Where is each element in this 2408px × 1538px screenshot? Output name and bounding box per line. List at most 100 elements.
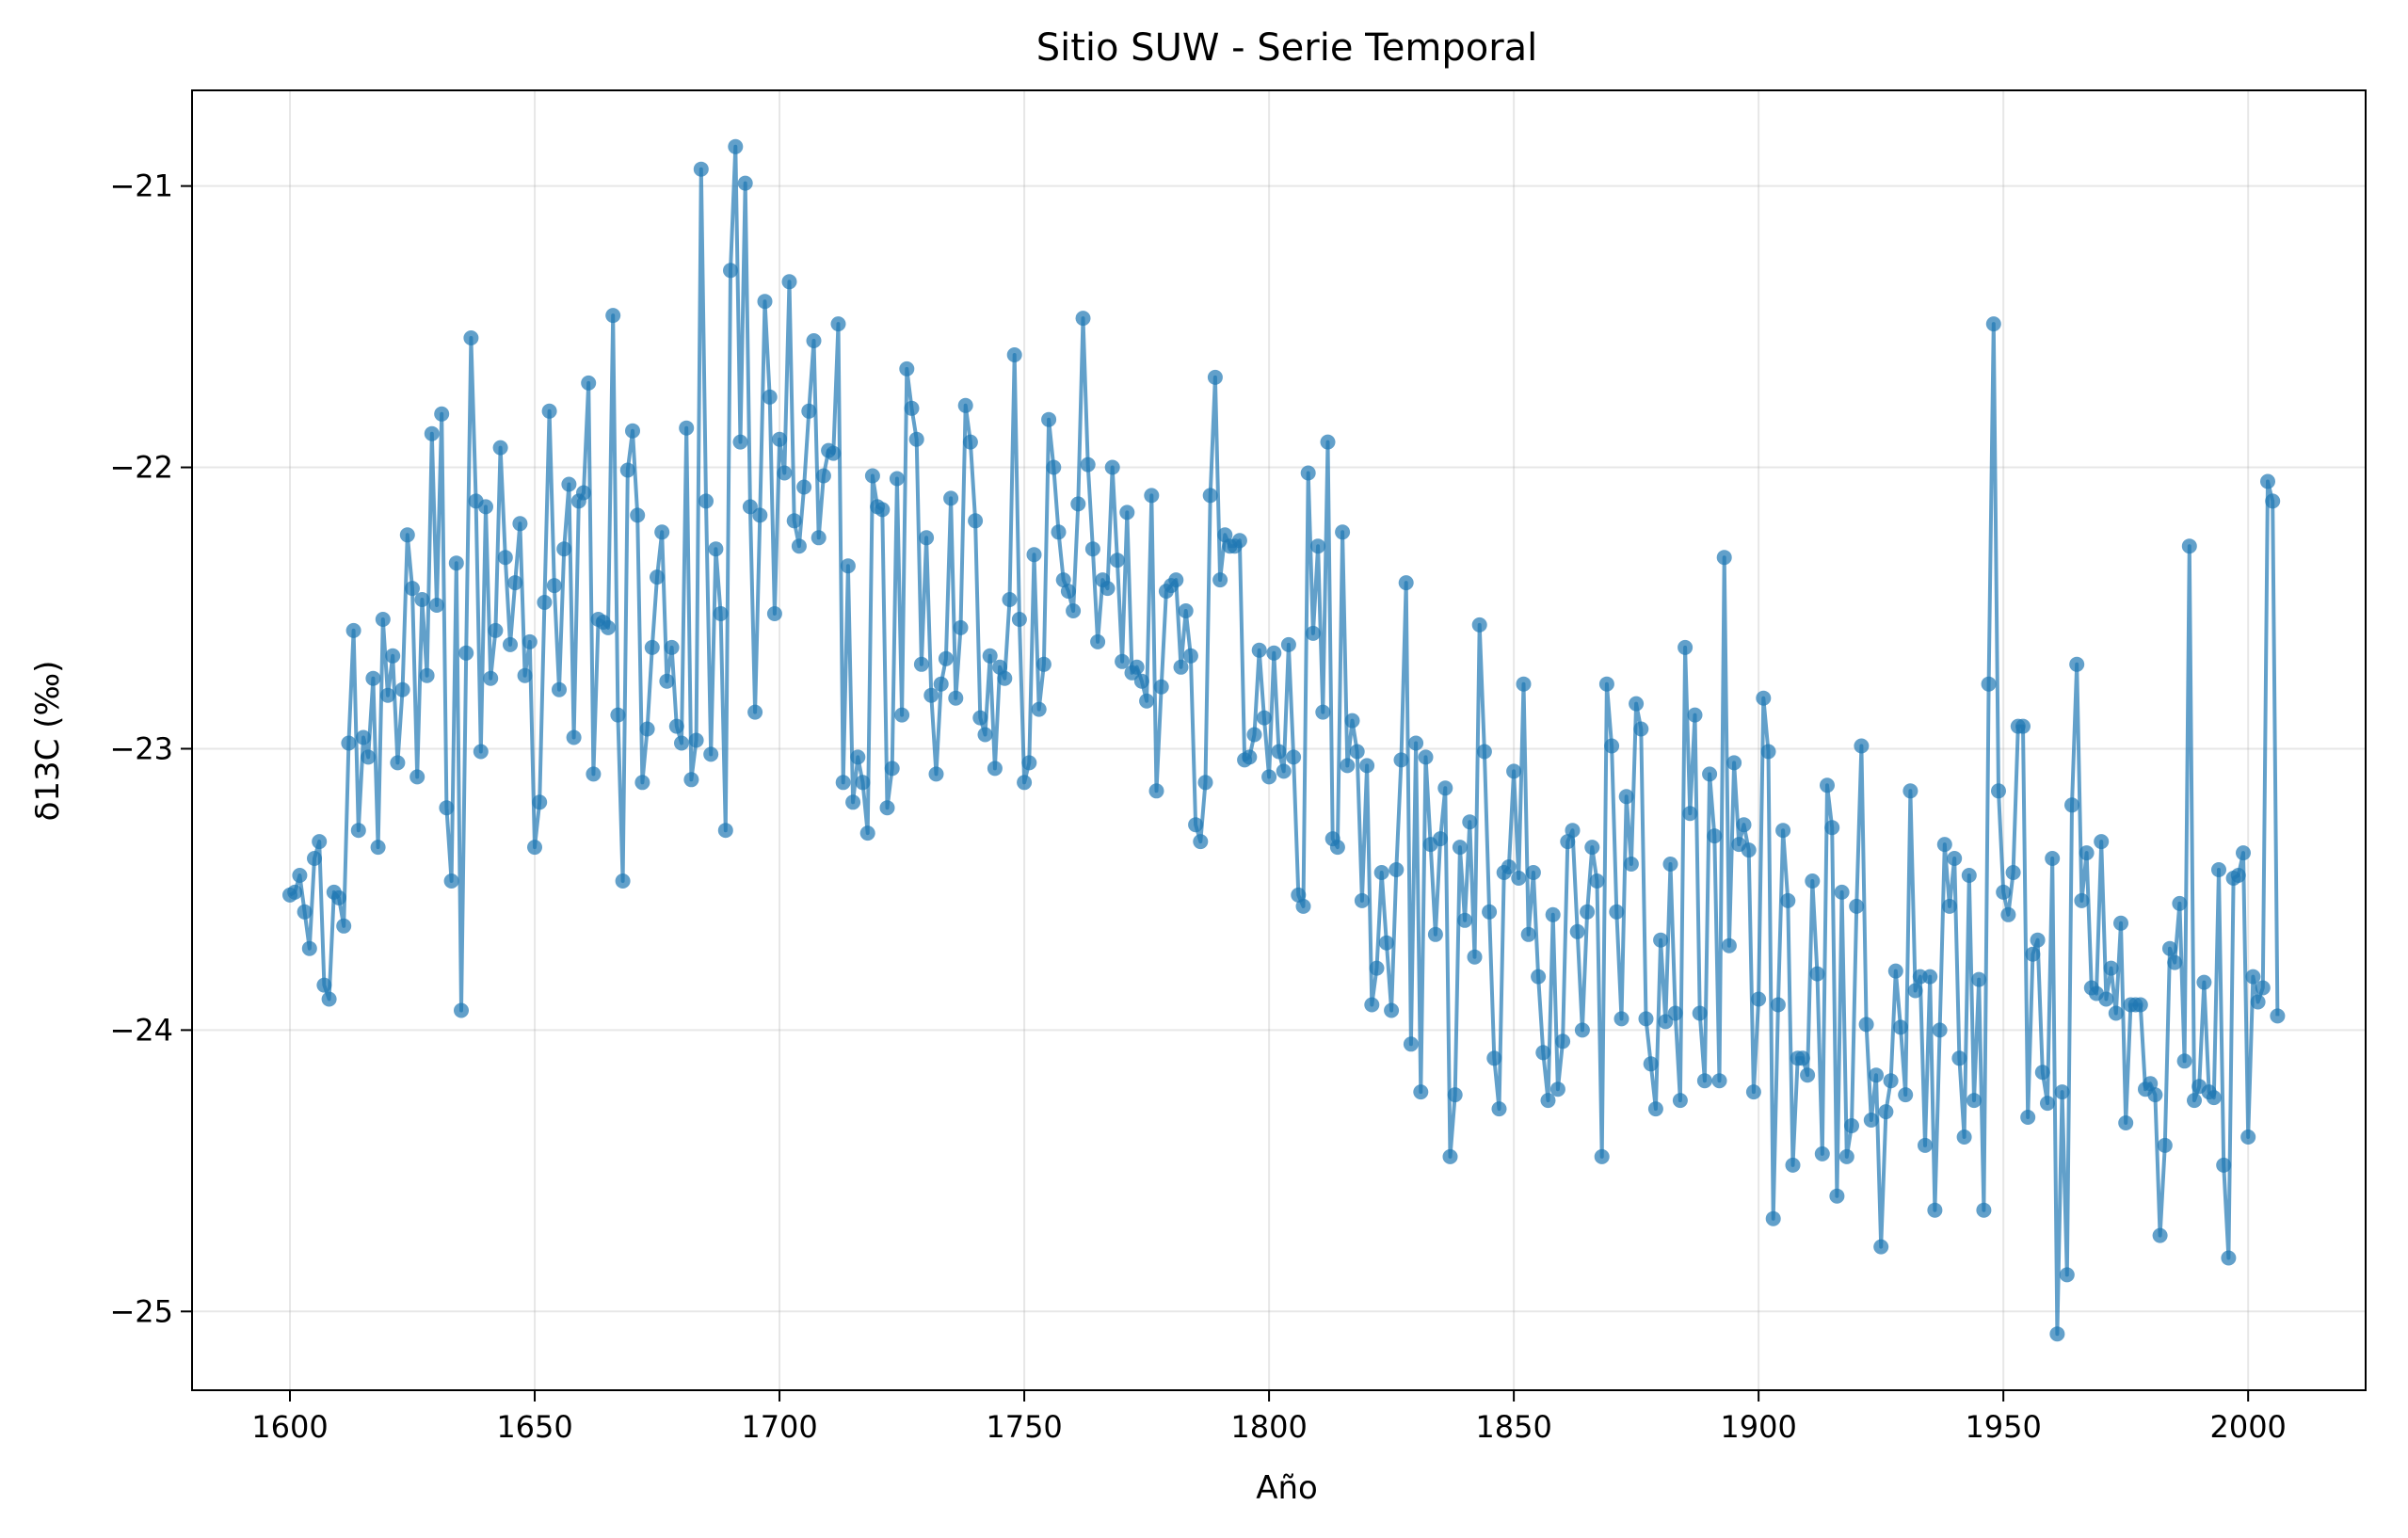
data-point [2045, 851, 2061, 866]
data-point [370, 840, 386, 856]
data-point [1021, 755, 1037, 771]
data-point [664, 639, 680, 655]
data-point [419, 667, 435, 683]
data-point [1653, 932, 1669, 948]
data-point [2118, 1115, 2134, 1130]
x-tick-label: 1950 [1965, 1409, 2041, 1445]
data-point [1084, 541, 1100, 557]
data-point [615, 873, 631, 889]
data-point [1344, 713, 1360, 729]
data-point [503, 636, 518, 652]
data-point [488, 622, 504, 638]
data-point [1936, 837, 1952, 853]
data-point [1922, 969, 1938, 985]
data-point [1883, 1073, 1899, 1089]
y-tick-label: −24 [109, 1012, 173, 1048]
data-point [708, 541, 724, 557]
data-point [1604, 738, 1620, 754]
data-point [478, 499, 493, 515]
data-point [409, 769, 425, 785]
data-point [1672, 1093, 1688, 1109]
data-point [1751, 991, 1767, 1007]
data-point [2000, 906, 2016, 922]
data-point [674, 735, 689, 751]
data-point [463, 330, 479, 345]
data-point [923, 687, 939, 703]
data-point [762, 389, 778, 405]
data-point [605, 308, 621, 324]
data-point [1471, 617, 1487, 633]
data-point [639, 721, 655, 737]
data-point [1971, 971, 1987, 987]
x-tick-label: 1650 [496, 1409, 572, 1445]
data-point [1129, 659, 1145, 675]
data-point [796, 479, 812, 495]
data-point [1373, 865, 1389, 880]
data-point [1658, 1014, 1674, 1030]
data-point [830, 316, 846, 332]
data-point [1824, 820, 1840, 836]
data-point [766, 606, 782, 621]
data-point [2049, 1326, 2065, 1342]
data-point [1442, 1148, 1458, 1164]
data-point [2167, 954, 2183, 970]
data-point [987, 761, 1003, 777]
data-point [483, 670, 499, 686]
data-point [1820, 777, 1835, 793]
data-point [552, 681, 567, 697]
y-tick-label: −25 [109, 1293, 173, 1329]
data-point [1506, 763, 1522, 779]
series-points [282, 138, 2286, 1342]
data-point [1696, 1073, 1712, 1089]
data-point [826, 445, 842, 461]
data-point [1011, 612, 1027, 627]
y-axis-label: δ13C (‰) [29, 661, 67, 822]
data-point [1569, 923, 1585, 939]
data-point [1711, 1073, 1727, 1089]
y-axis: −21 −22 −23 −24 −25 [109, 168, 192, 1329]
data-point [1002, 592, 1018, 607]
data-point [1873, 1239, 1889, 1255]
data-point [1300, 465, 1316, 481]
data-point [791, 538, 807, 554]
data-point [331, 889, 346, 905]
data-point [2260, 473, 2275, 489]
data-point [1340, 758, 1356, 774]
data-point [1991, 783, 2006, 799]
data-point [1947, 851, 1963, 866]
data-point [576, 485, 591, 501]
data-point [1893, 1019, 1908, 1035]
data-point [1389, 862, 1405, 877]
data-point [1869, 1067, 1884, 1083]
data-point [1996, 884, 2012, 900]
data-point [1139, 693, 1155, 709]
data-point [1017, 775, 1033, 791]
data-point [654, 524, 670, 540]
data-point [1942, 898, 1957, 914]
data-point [1384, 1002, 1400, 1018]
data-point [1280, 636, 1296, 652]
data-point [698, 493, 714, 509]
data-point [972, 710, 988, 726]
data-point [908, 431, 924, 447]
data-point [688, 732, 704, 748]
data-point [1447, 1087, 1463, 1103]
data-point [1070, 496, 1086, 512]
data-point [1119, 505, 1135, 521]
data-point [1898, 1087, 1914, 1103]
plot-area [191, 89, 2367, 1391]
data-point [586, 766, 602, 782]
data-point [1046, 459, 1062, 475]
data-point [390, 755, 406, 771]
data-point [1707, 828, 1723, 844]
data-point [644, 639, 660, 655]
data-point [850, 749, 866, 765]
data-point [840, 558, 856, 574]
data-point [1834, 884, 1850, 900]
data-point [1589, 873, 1605, 889]
data-point [845, 794, 861, 810]
data-point [781, 274, 797, 290]
data-point [683, 772, 699, 788]
data-point [2216, 1157, 2232, 1173]
